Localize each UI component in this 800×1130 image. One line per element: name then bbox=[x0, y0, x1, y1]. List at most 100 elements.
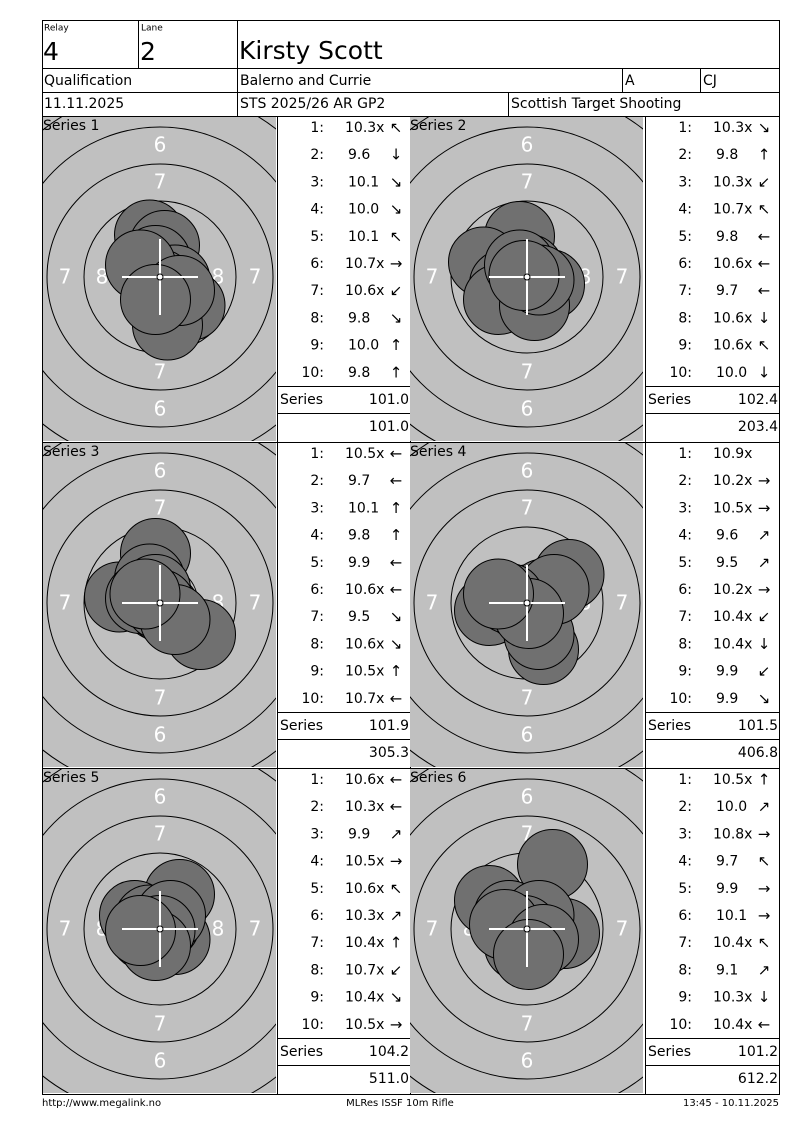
shot-number: 4: bbox=[678, 528, 692, 544]
shot-direction: ↘ bbox=[758, 119, 771, 137]
shot-direction: ↘ bbox=[390, 173, 403, 191]
shot-direction: ↗ bbox=[390, 825, 403, 843]
ring-label: 6 bbox=[521, 459, 534, 483]
series-label: Series bbox=[648, 392, 691, 408]
series-total: 102.4 bbox=[738, 392, 778, 408]
shot-direction: ← bbox=[390, 771, 403, 789]
crosshair-center bbox=[156, 599, 164, 607]
shot-score: 10.8x bbox=[713, 826, 752, 842]
shot-direction: ↙ bbox=[758, 173, 771, 191]
shot-score: 10.6x bbox=[345, 772, 384, 788]
target-ring bbox=[83, 852, 237, 1006]
series-title: Series 5 bbox=[43, 770, 99, 786]
shot-score: 9.7 bbox=[348, 473, 370, 489]
impact bbox=[109, 558, 181, 630]
ring-label: 7 bbox=[154, 1012, 167, 1036]
impact bbox=[493, 919, 564, 990]
shot-direction: ↑ bbox=[390, 662, 403, 680]
shot-score: 10.3x bbox=[713, 990, 752, 1006]
shot-score: 10.0 bbox=[348, 338, 379, 354]
shot-number: 3: bbox=[678, 826, 692, 842]
shot-direction: ↓ bbox=[390, 146, 403, 164]
ring-label: 7 bbox=[426, 591, 439, 615]
shot-direction: → bbox=[758, 879, 771, 897]
shot-score: 10.6x bbox=[345, 636, 384, 652]
shot-score: 10.5x bbox=[345, 1017, 384, 1033]
shot-number: 5: bbox=[310, 881, 324, 897]
shot-direction: ↖ bbox=[390, 227, 403, 245]
ring-label: 7 bbox=[521, 496, 534, 520]
shot-score: 10.1 bbox=[348, 174, 379, 190]
shot-number: 8: bbox=[310, 636, 324, 652]
ring-label: 6 bbox=[521, 133, 534, 157]
cumulative-total: 101.0 bbox=[369, 419, 409, 435]
shot-score: 10.1 bbox=[348, 229, 379, 245]
relay: 4 bbox=[43, 37, 59, 66]
series-title: Series 3 bbox=[43, 444, 99, 460]
ring-label: 6 bbox=[154, 1049, 167, 1073]
shot-score: 9.5 bbox=[716, 555, 738, 571]
shot-direction: ← bbox=[758, 1015, 771, 1033]
shot-direction: ← bbox=[758, 282, 771, 300]
shot-number: 2: bbox=[678, 147, 692, 163]
shot-score: 9.9 bbox=[348, 826, 370, 842]
ring-label: 7 bbox=[426, 917, 439, 941]
shot-number: 4: bbox=[678, 854, 692, 870]
shot-number: 10: bbox=[301, 365, 324, 381]
shot-direction: ← bbox=[390, 553, 403, 571]
shot-direction: ↖ bbox=[390, 119, 403, 137]
shot-score: 9.9 bbox=[348, 555, 370, 571]
shot-score: 9.8 bbox=[348, 528, 370, 544]
cumulative-total: 406.8 bbox=[738, 745, 778, 761]
ring-label: 7 bbox=[249, 591, 262, 615]
target-ring bbox=[46, 815, 274, 1043]
shot-number: 1: bbox=[678, 772, 692, 788]
shot-score: 10.6x bbox=[713, 310, 752, 326]
footer-program: MLRes ISSF 10m Rifle bbox=[346, 1098, 454, 1109]
shot-direction: ← bbox=[390, 472, 403, 490]
shot-number: 8: bbox=[678, 636, 692, 652]
shot-number: 5: bbox=[678, 229, 692, 245]
shot-score: 10.3x bbox=[345, 120, 384, 136]
crosshair-center bbox=[523, 599, 531, 607]
shot-score: 10.3x bbox=[713, 120, 752, 136]
shot-score: 10.4x bbox=[713, 636, 752, 652]
shot-number: 6: bbox=[678, 908, 692, 924]
organizer: Scottish Target Shooting bbox=[511, 96, 681, 112]
cumulative-total: 203.4 bbox=[738, 419, 778, 435]
shot-number: 9: bbox=[678, 338, 692, 354]
shot-direction: ↘ bbox=[390, 988, 403, 1006]
crosshair-center bbox=[523, 273, 531, 281]
shot-score: 10.3x bbox=[345, 908, 384, 924]
shot-score: 9.8 bbox=[716, 147, 738, 163]
shot-number: 3: bbox=[310, 500, 324, 516]
shot-score: 10.9x bbox=[713, 446, 752, 462]
shot-direction: ↗ bbox=[758, 798, 771, 816]
target-ring bbox=[413, 489, 641, 717]
series-label: Series bbox=[280, 718, 323, 734]
shot-number: 10: bbox=[301, 1017, 324, 1033]
ring-label: 7 bbox=[154, 496, 167, 520]
shot-direction: → bbox=[390, 1015, 403, 1033]
shot-number: 9: bbox=[310, 338, 324, 354]
shot-direction: ↑ bbox=[390, 363, 403, 381]
shot-score: 9.7 bbox=[716, 283, 738, 299]
shot-number: 6: bbox=[678, 256, 692, 272]
shot-number: 7: bbox=[678, 283, 692, 299]
ring-label: 8 bbox=[96, 265, 109, 289]
ring-label: 7 bbox=[154, 170, 167, 194]
series-title: Series 6 bbox=[410, 770, 467, 786]
shot-direction: ↖ bbox=[758, 934, 771, 952]
ring-label: 7 bbox=[154, 686, 167, 710]
shot-direction: ↘ bbox=[390, 200, 403, 218]
